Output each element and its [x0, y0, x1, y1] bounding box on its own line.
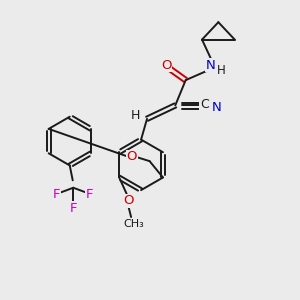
Text: H: H [131, 109, 140, 122]
Text: F: F [53, 188, 61, 201]
Text: C: C [200, 98, 209, 111]
Text: N: N [212, 101, 222, 114]
Text: O: O [161, 59, 172, 72]
Text: CH₃: CH₃ [123, 219, 144, 229]
Text: O: O [123, 194, 134, 207]
Text: F: F [86, 188, 93, 201]
Text: H: H [217, 64, 226, 77]
Text: F: F [70, 202, 77, 215]
Text: N: N [206, 59, 216, 72]
Text: O: O [127, 150, 137, 163]
